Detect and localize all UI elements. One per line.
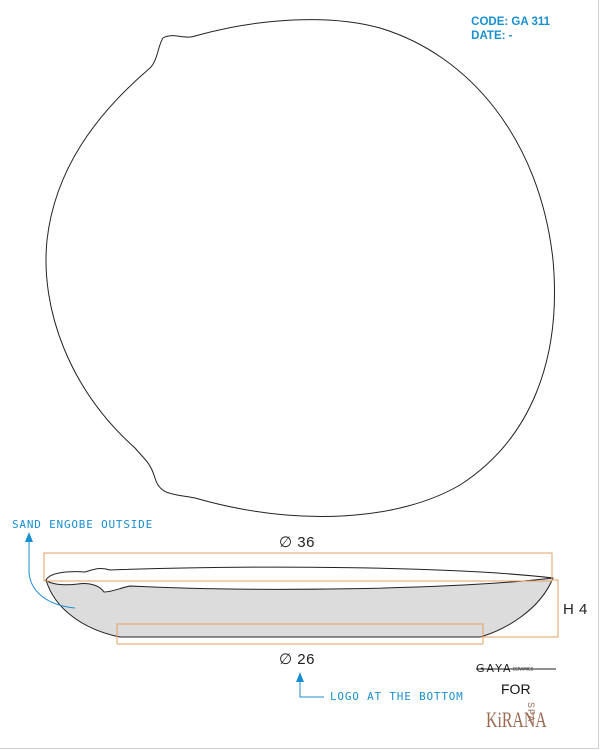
bottom-diameter-line [116, 623, 484, 645]
top-diameter-label: ∅ 36 [279, 534, 315, 551]
spec-header: CODE: GA 311 DATE: - [471, 15, 550, 43]
drawing-date: DATE: - [471, 30, 513, 42]
top-diameter-line [43, 552, 553, 582]
engobe-arrow-icon [25, 532, 33, 542]
engobe-callout-text: SAND ENGOBE OUTSIDE [12, 518, 154, 531]
gaya-logo-text: GAYA [476, 662, 513, 675]
for-label: FOR [501, 681, 531, 697]
kirana-logo: KiRANA [486, 707, 547, 732]
gaya-logo-suffix: CERAMICS [512, 666, 534, 672]
logo-callout-text: LOGO AT THE BOTTOM [330, 690, 464, 703]
plate-top-view [45, 19, 555, 517]
plate-side-rim [45, 566, 554, 593]
engobe-leader-line [28, 536, 76, 609]
product-code: CODE: GA 311 [471, 16, 550, 28]
gaya-logo: GAYACERAMICS [476, 662, 533, 675]
kirana-spa-suffix: SPA [526, 702, 536, 723]
logo-arrow-icon [296, 672, 304, 682]
logo-leader-line [299, 678, 324, 698]
height-line [481, 579, 559, 638]
height-label: H 4 [563, 601, 588, 618]
bottom-diameter-label: ∅ 26 [279, 651, 315, 668]
